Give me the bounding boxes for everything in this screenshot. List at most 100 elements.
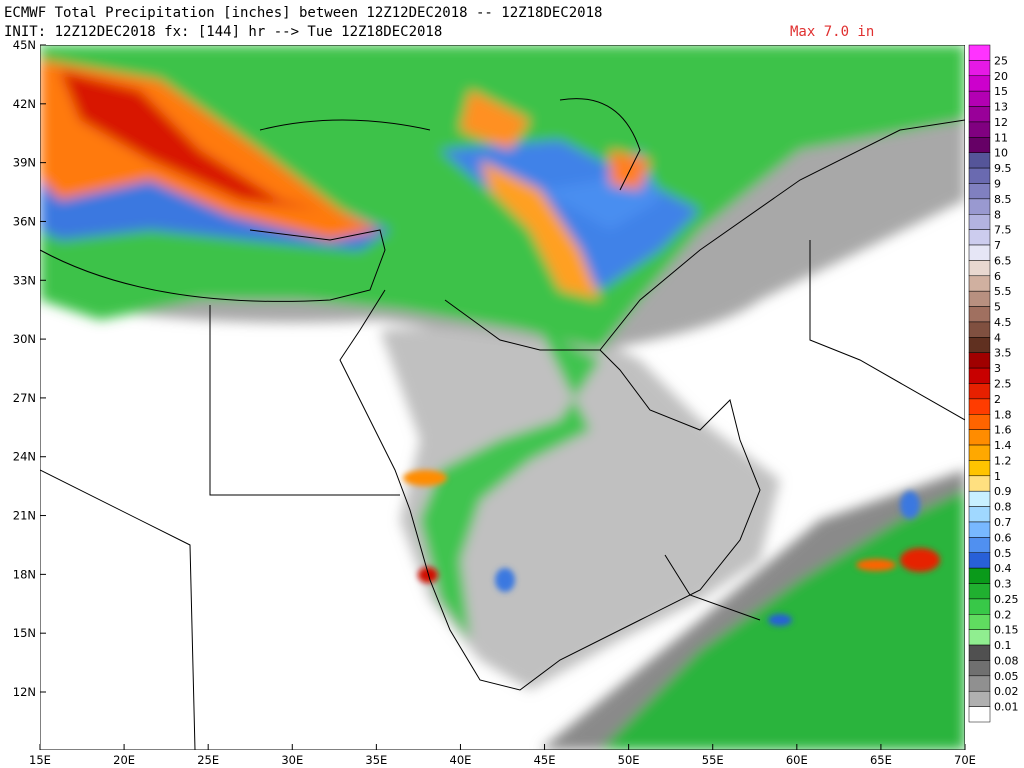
colorbar-swatch [968,198,991,215]
axes: 45N 42N 39N 36N 33N 30N 27N 24N 21N 18N 15N 12N 15E 2… [13,38,976,767]
colorbar-swatch [968,244,991,261]
lon-label: 45E [534,753,556,767]
colorbar-swatch [968,383,991,400]
colorbar-swatch [968,660,991,677]
colorbar-label: 8 [994,208,1001,221]
lat-label: 36N [13,214,36,228]
colorbar-swatch [968,506,991,523]
colorbar-label: 6 [994,270,1001,283]
colorbar-swatch [968,137,991,153]
colorbar-label: 1.4 [994,439,1012,452]
colorbar-swatch [968,429,991,446]
lat-label: 24N [13,450,36,464]
colorbar-label: 12 [994,116,1008,129]
colorbar-swatch [968,460,991,477]
colorbar-swatch [968,614,991,630]
colorbar-label: 1 [994,470,1001,483]
lat-label: 39N [13,156,36,170]
colorbar-swatch [968,629,991,646]
colorbar-swatch [968,398,991,415]
colorbar-label: 20 [994,70,1008,83]
lon-label: 65E [870,753,892,767]
colorbar-label: 13 [994,101,1008,114]
lat-label: 15N [13,626,36,640]
colorbar-swatch [968,229,991,246]
colorbar-swatch [968,214,991,230]
colorbar-label: 7 [994,239,1001,252]
colorbar-swatch [968,567,991,584]
colorbar-swatch [968,706,991,723]
lon-label: 55E [702,753,724,767]
lon-label: 40E [450,753,472,767]
colorbar-label: 2.5 [994,378,1012,391]
colorbar-label: 5.5 [994,285,1012,298]
colorbar-swatch [968,275,991,292]
colorbar-label: 1.8 [994,408,1012,421]
colorbar-label: 25 [994,54,1008,67]
lat-label: 12N [13,685,36,699]
colorbar-label: 0.7 [994,516,1012,529]
title: ECMWF Total Precipitation [inches] betwe… [4,5,602,21]
lat-label: 18N [13,567,36,581]
colorbar-label: 0.02 [994,685,1019,698]
colorbar-label: 8.5 [994,193,1012,206]
colorbar-label: 0.9 [994,485,1012,498]
colorbar-swatch [968,167,991,184]
lat-label: 30N [13,332,36,346]
colorbar-swatch [968,90,991,107]
colorbar-label: 3.5 [994,347,1012,360]
colorbar-swatch [968,475,991,492]
colorbar-label: 0.25 [994,593,1019,606]
lon-label: 60E [786,753,808,767]
colorbar-swatch [968,444,991,461]
colorbar-swatch [968,521,991,538]
colorbar-swatch [968,60,991,77]
map-field [40,45,965,750]
colorbar-label: 0.01 [994,701,1019,714]
colorbar-swatch [968,44,991,61]
colorbar-swatch [968,183,991,200]
colorbar-swatch [968,106,991,123]
colorbar-label: 0.8 [994,501,1012,514]
colorbar-swatch [968,337,991,353]
colorbar-swatch [968,414,991,430]
colorbar-label: 0.15 [994,624,1019,637]
colorbar-swatch [968,260,991,277]
colorbar-label: 0.4 [994,562,1012,575]
colorbar-swatch [968,690,991,707]
colorbar-label: 2 [994,393,1001,406]
lon-label: 30E [281,753,303,767]
colorbar-label: 15 [994,85,1008,98]
colorbar-label: 3 [994,362,1001,375]
colorbar-label: 1.2 [994,454,1012,467]
lat-label: 45N [13,38,36,52]
colorbar-label: 0.2 [994,608,1012,621]
colorbar-swatch [968,121,991,138]
colorbar-swatch [968,644,991,661]
colorbar-swatch [968,306,991,323]
colorbar-swatch [968,537,991,554]
colorbar-swatch [968,598,991,615]
subtitle: INIT: 12Z12DEC2018 fx: [144] hr --> Tue … [4,24,442,40]
colorbar-swatch [968,552,991,569]
colorbar-label: 0.05 [994,670,1019,683]
colorbar-label: 5 [994,301,1001,314]
colorbar-swatch [968,321,991,338]
colorbar-label: 0.5 [994,547,1012,560]
colorbar-label: 1.6 [994,424,1012,437]
lon-label: 50E [618,753,640,767]
lon-label: 70E [954,753,976,767]
colorbar-label: 0.08 [994,654,1019,667]
lon-label: 25E [197,753,219,767]
lat-label: 33N [13,273,36,287]
colorbar-label: 7.5 [994,224,1012,237]
colorbar-swatch [968,290,991,307]
colorbar: 252015131211109.598.587.576.565.554.543.… [968,44,1019,723]
colorbar-swatch [968,583,991,600]
lon-label: 15E [29,753,51,767]
colorbar-label: 4 [994,331,1001,344]
colorbar-label: 10 [994,147,1008,160]
colorbar-label: 9.5 [994,162,1012,175]
lat-label: 42N [13,97,36,111]
